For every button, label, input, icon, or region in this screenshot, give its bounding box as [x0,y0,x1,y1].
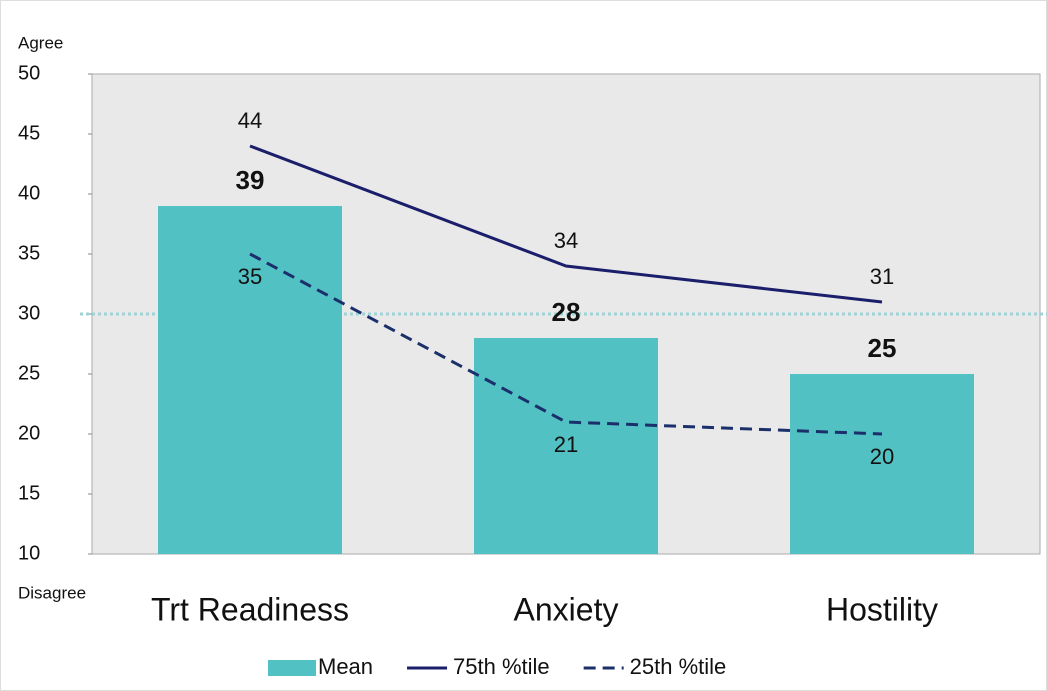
line [249,144,883,304]
bar [158,206,342,554]
y-tick-label: 30 [18,302,40,324]
legend-label: 25th %tile [630,654,727,679]
x-tick-label: Anxiety [514,591,619,627]
data-label: 44 [238,108,262,133]
data-label: 34 [554,228,578,253]
data-label: 39 [236,165,265,195]
data-label: 21 [554,432,578,457]
y-bottom-label: Disagree [18,583,86,602]
data-label: 25 [868,333,897,363]
legend-label: 75th %tile [453,654,550,679]
y-tick-label: 40 [18,182,40,204]
legend-swatch [268,660,316,676]
data-label: 28 [552,297,581,327]
data-label: 20 [870,444,894,469]
y-tick-label: 15 [18,482,40,504]
bar [790,374,974,554]
data-label: 35 [238,264,262,289]
y-tick-label: 10 [18,542,40,564]
legend-label: Mean [318,654,373,679]
x-tick-label: Hostility [826,591,938,627]
y-tick-label: 25 [18,362,40,384]
y-tick-label: 50 [18,62,40,84]
y-tick-label: 35 [18,242,40,264]
y-tick-label: 20 [18,422,40,444]
y-tick-label: 45 [18,122,40,144]
bar [474,338,658,554]
data-label: 31 [870,264,894,289]
line [249,252,883,436]
x-tick-label: Trt Readiness [151,591,349,627]
y-top-label: Agree [18,33,63,52]
